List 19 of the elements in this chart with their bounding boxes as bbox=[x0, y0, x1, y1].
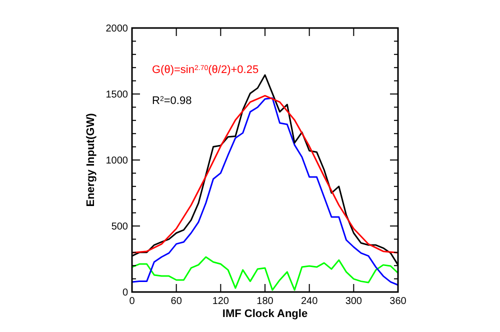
y-tick-label: 2000 bbox=[106, 24, 128, 34]
x-tick-label: 0 bbox=[129, 296, 136, 307]
y-tick-label: 1500 bbox=[106, 90, 128, 100]
annotation: R$^{2}$=0.98 bbox=[152, 95, 192, 107]
x-axis-title: IMF Clock Angle bbox=[222, 308, 308, 320]
line-series bbox=[131, 97, 399, 286]
x-tick-label: 240 bbox=[300, 296, 318, 307]
y-tick-label: 1000 bbox=[106, 156, 128, 166]
x-tick-label: 360 bbox=[390, 296, 407, 307]
x-tick-label: 300 bbox=[345, 296, 362, 307]
x-tick-label: 60 bbox=[170, 296, 182, 307]
y-tick-label: 0 bbox=[122, 288, 128, 298]
y-tick-label: 500 bbox=[111, 222, 128, 232]
x-tick-label: 180 bbox=[256, 296, 274, 307]
line-series bbox=[131, 256, 399, 291]
annotation: G(θ)=sin$^{2.70}$(θ/2)+0.25 bbox=[152, 64, 259, 76]
line-series bbox=[131, 94, 399, 254]
x-tick-label: 120 bbox=[212, 296, 230, 307]
y-axis-title: Energy Input(GW) bbox=[85, 112, 97, 207]
